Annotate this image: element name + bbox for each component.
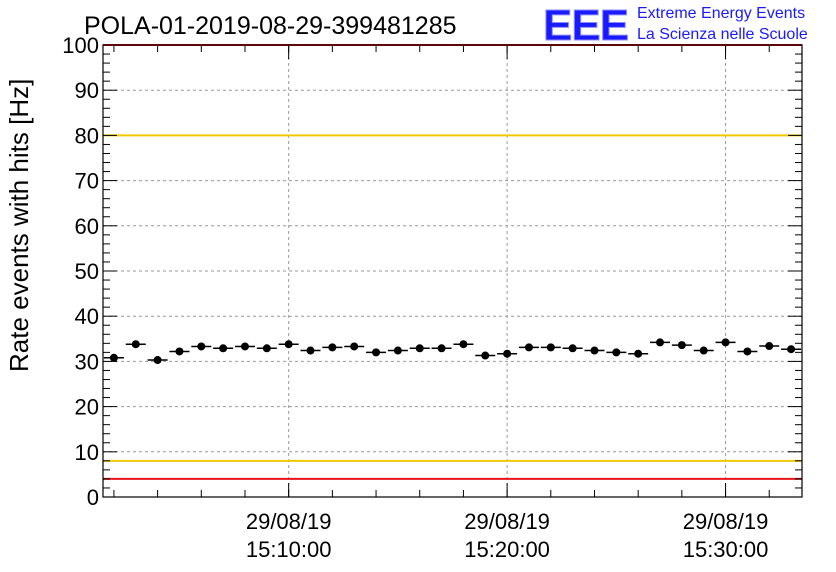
y-tick-label: 40	[75, 304, 99, 329]
y-tick-labels: 0 10 20 30 40 50 60 70 80 90 100	[62, 33, 99, 510]
x-tick-label-time: 15:10:00	[246, 537, 332, 562]
data-point	[634, 349, 643, 358]
y-tick-label: 20	[75, 395, 99, 420]
logo-mark: EEE	[543, 1, 628, 50]
data-point	[787, 345, 796, 354]
data-point	[656, 338, 665, 347]
y-tick-label: 100	[62, 33, 99, 58]
data-point	[481, 351, 490, 360]
data-point	[503, 349, 512, 358]
data-point	[175, 347, 184, 356]
y-tick-label: 60	[75, 214, 99, 239]
data-point	[284, 340, 293, 349]
data-point	[306, 346, 315, 355]
data-point	[459, 340, 468, 349]
x-tick-label-date: 29/08/19	[464, 509, 550, 534]
data-point	[153, 356, 162, 365]
data-point	[568, 344, 577, 353]
x-tick-label-date: 29/08/19	[683, 509, 769, 534]
y-tick-label: 10	[75, 440, 99, 465]
data-point	[393, 346, 402, 355]
data-point	[350, 342, 359, 351]
logo-line-1: Extreme Energy Events	[637, 5, 805, 22]
data-point	[546, 343, 555, 352]
data-point	[437, 344, 446, 353]
data-point	[677, 341, 686, 350]
data-point	[699, 346, 708, 355]
data-point	[743, 347, 752, 356]
data-point	[721, 338, 730, 347]
axis-ticks	[103, 44, 802, 498]
y-tick-label: 50	[75, 259, 99, 284]
data-point	[415, 344, 424, 353]
y-tick-label: 30	[75, 349, 99, 374]
y-tick-label: 90	[75, 78, 99, 103]
eee-logo: EEE Extreme Energy Events La Scienza nel…	[543, 1, 808, 51]
grid	[103, 45, 802, 497]
logo-line-2: La Scienza nelle Scuole	[637, 26, 808, 43]
y-tick-label: 70	[75, 169, 99, 194]
data-point	[372, 348, 381, 357]
data-point	[524, 343, 533, 352]
data-point	[590, 346, 599, 355]
chart-title: POLA-01-2019-08-29-399481285	[84, 12, 457, 40]
x-tick-label-time: 15:20:00	[464, 537, 550, 562]
data-point	[219, 344, 228, 353]
x-tick-labels: 29/08/19 15:10:00 29/08/19 15:20:00 29/08/19…	[246, 509, 769, 562]
data-point	[240, 342, 249, 351]
data-point	[262, 344, 271, 353]
data-point	[328, 343, 337, 352]
data-point	[765, 342, 774, 351]
data-point	[131, 340, 140, 349]
y-tick-label: 0	[87, 485, 99, 510]
data-points	[103, 338, 802, 365]
data-point	[197, 342, 206, 351]
x-tick-label-time: 15:30:00	[683, 537, 769, 562]
y-tick-label: 80	[75, 123, 99, 148]
data-point	[612, 348, 621, 357]
x-tick-label-date: 29/08/19	[246, 509, 332, 534]
y-axis-title: Rate events with hits [Hz]	[4, 79, 34, 372]
data-point	[109, 353, 118, 362]
